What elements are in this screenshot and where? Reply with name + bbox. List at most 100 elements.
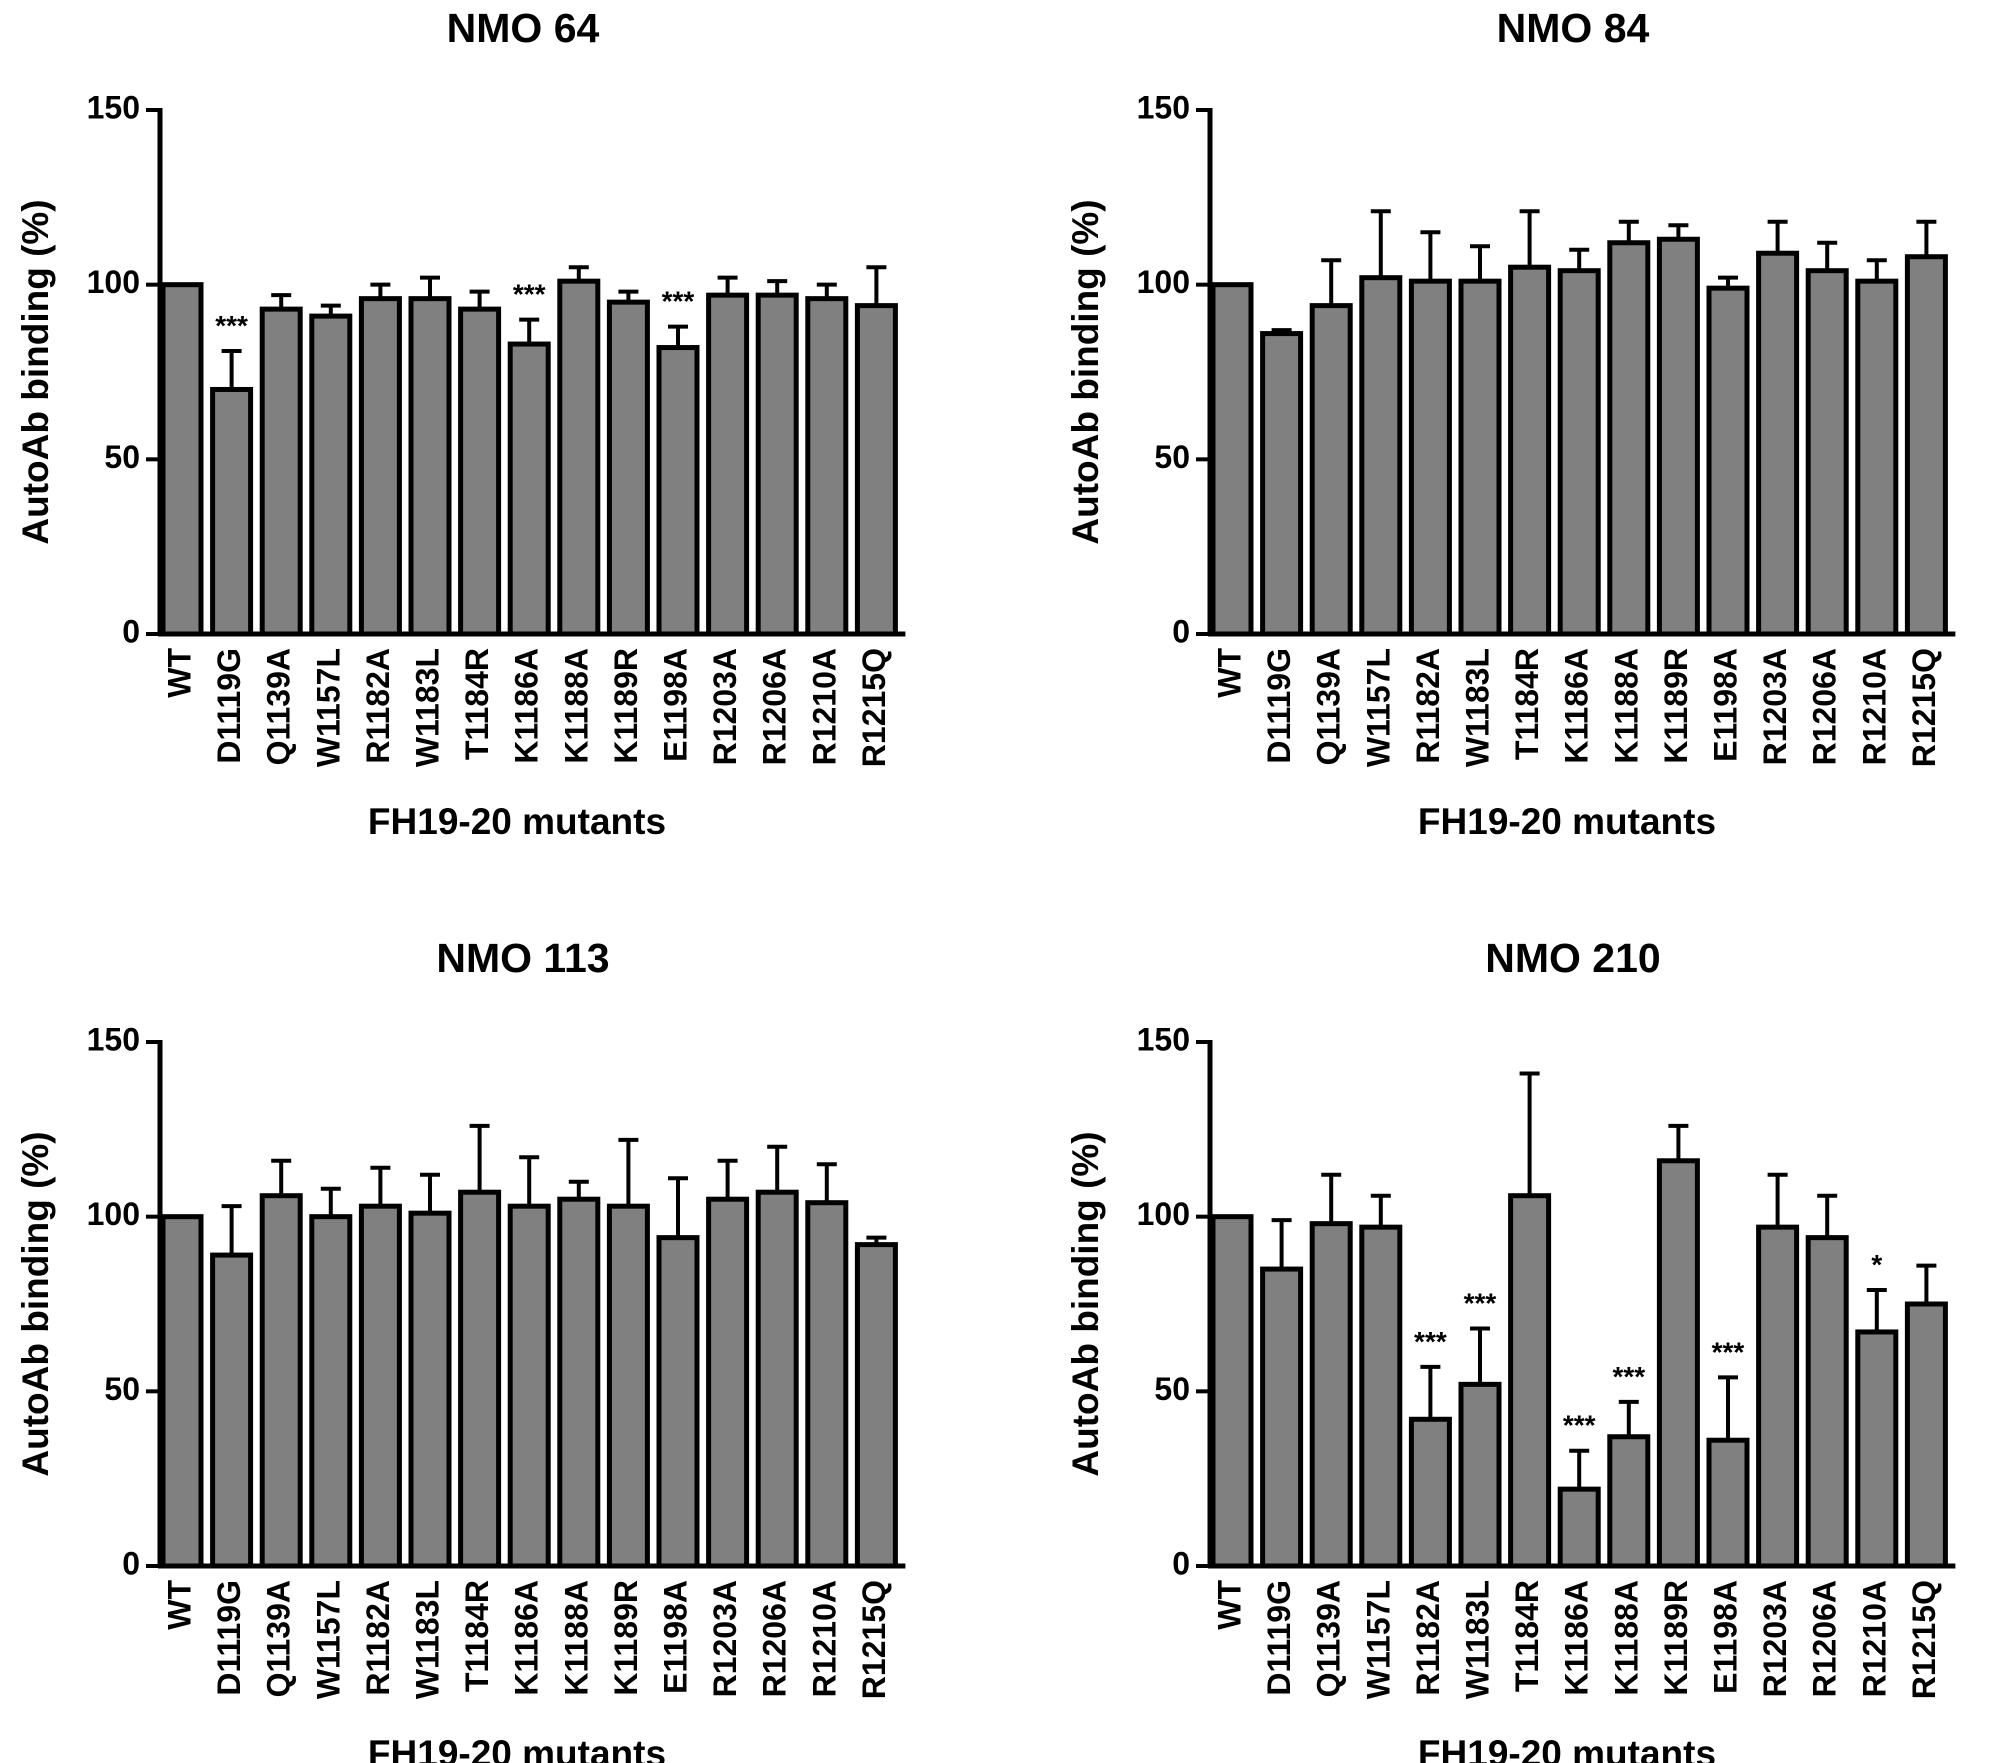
bar-E1198A — [656, 1235, 700, 1569]
bar-K1188A — [557, 1196, 601, 1569]
x-tick-label: T1184R — [459, 648, 495, 760]
y-tick-label: 0 — [1172, 613, 1190, 649]
y-tick-label: 100 — [1137, 1196, 1190, 1232]
bar-W1157L — [1359, 1224, 1403, 1569]
bar-R1203A — [1756, 1224, 1800, 1569]
bar-W1183L — [408, 1210, 452, 1569]
x-tick-label: K1188A — [1608, 1580, 1644, 1696]
x-tick-label: W1157L — [310, 1580, 346, 1699]
y-tick-label: 150 — [87, 89, 140, 125]
bar-D1119G — [1260, 1266, 1304, 1569]
chart-title: NMO 64 — [447, 5, 600, 51]
significance-label: *** — [215, 310, 248, 341]
x-tick-label: WT — [161, 1580, 197, 1630]
x-tick-label: WT — [1211, 1580, 1247, 1630]
x-tick-label: R1206A — [1807, 648, 1843, 765]
x-tick-label: R1215Q — [1906, 648, 1942, 767]
bar-K1189R — [1656, 1158, 1700, 1569]
chart-title: NMO 210 — [1485, 935, 1660, 981]
x-tick-label: K1188A — [1608, 648, 1644, 764]
bar-W1183L — [408, 296, 452, 637]
x-tick-label: W1157L — [310, 648, 346, 767]
bar-R1203A — [706, 1196, 750, 1569]
bar-R1206A — [1805, 1235, 1849, 1569]
x-tick-label: T1184R — [1509, 1580, 1545, 1692]
bar-W1157L — [309, 1214, 353, 1569]
significance-label: *** — [1612, 1361, 1645, 1392]
x-tick-label: W1183L — [1459, 648, 1495, 767]
significance-label: *** — [1712, 1336, 1745, 1367]
x-tick-label: R1206A — [757, 1580, 793, 1697]
x-tick-label: K1186A — [1559, 648, 1595, 764]
bar-K1189R — [606, 1203, 650, 1569]
x-tick-label: K1186A — [509, 648, 545, 764]
bar-D1119G — [1260, 331, 1304, 637]
bar-R1210A — [1855, 1329, 1899, 1569]
bar-R1215Q — [854, 303, 898, 637]
bar-K1188A — [1607, 240, 1651, 637]
bar-WT — [1210, 282, 1254, 637]
x-tick-label: R1215Q — [856, 1580, 892, 1699]
x-tick-label: W1157L — [1360, 1580, 1396, 1699]
bar-E1198A — [656, 345, 700, 637]
x-tick-label: E1198A — [657, 648, 693, 762]
y-tick-label: 100 — [1137, 264, 1190, 300]
bar-K1186A — [507, 1203, 551, 1569]
x-tick-label: R1182A — [1410, 648, 1446, 764]
bar-W1157L — [309, 313, 353, 637]
y-axis-label: AutoAb binding (%) — [1065, 1131, 1106, 1476]
bar-R1215Q — [1904, 1301, 1948, 1569]
x-tick-label: Q1139A — [261, 648, 297, 765]
significance-label: *** — [1414, 1326, 1447, 1357]
bar-D1119G — [210, 386, 254, 637]
bar-R1182A — [1408, 1416, 1452, 1569]
x-axis-label: FH19-20 mutants — [1418, 801, 1716, 842]
x-tick-label: R1210A — [1856, 1580, 1892, 1697]
bar-R1203A — [706, 292, 750, 637]
bar-D1119G — [210, 1252, 254, 1569]
x-tick-label: K1186A — [509, 1580, 545, 1696]
bar-R1182A — [358, 1203, 402, 1569]
x-tick-label: D1119G — [211, 1580, 247, 1696]
x-tick-label: W1183L — [409, 1580, 445, 1699]
x-axis-label: FH19-20 mutants — [1418, 1733, 1716, 1763]
y-tick-label: 100 — [87, 264, 140, 300]
significance-label: *** — [1464, 1287, 1497, 1318]
bar-K1188A — [1607, 1434, 1651, 1569]
bar-R1206A — [755, 1189, 799, 1569]
bar-WT — [160, 282, 204, 637]
significance-label: *** — [1563, 1410, 1596, 1441]
x-tick-label: K1186A — [1559, 1580, 1595, 1696]
bar-Q1139A — [1309, 1221, 1353, 1569]
x-tick-label: W1183L — [1459, 1580, 1495, 1699]
y-tick-label: 150 — [1137, 1021, 1190, 1057]
chart-panel-4: NMO 210 AutoAb binding (%) WT D1119G Q1139A W… — [1065, 935, 1956, 1763]
bar-K1189R — [1656, 236, 1700, 637]
significance-label: *** — [662, 286, 695, 317]
x-tick-label: K1188A — [558, 1580, 594, 1696]
bar-R1182A — [1408, 278, 1452, 637]
x-tick-label: Q1139A — [1311, 648, 1347, 765]
y-tick-label: 50 — [1154, 439, 1190, 475]
x-tick-label: K1189R — [1658, 1580, 1694, 1696]
y-axis-label: AutoAb binding (%) — [15, 199, 56, 544]
x-tick-label: W1157L — [1360, 648, 1396, 767]
bar-T1184R — [458, 1189, 502, 1569]
x-tick-label: E1198A — [657, 1580, 693, 1694]
bar-WT — [160, 1214, 204, 1569]
bar-R1206A — [755, 292, 799, 637]
y-tick-label: 50 — [104, 439, 140, 475]
x-tick-label: R1215Q — [1906, 1580, 1942, 1699]
x-tick-label: T1184R — [1509, 648, 1545, 760]
bar-R1203A — [1756, 250, 1800, 637]
x-tick-label: D1119G — [211, 648, 247, 764]
x-tick-label: R1210A — [806, 1580, 842, 1697]
bar-W1157L — [1359, 275, 1403, 637]
x-tick-label: R1206A — [1807, 1580, 1843, 1697]
x-tick-label: R1210A — [806, 648, 842, 765]
x-tick-label: E1198A — [1707, 1580, 1743, 1694]
chart-panel-3: NMO 113 AutoAb binding (%) WT D1119G Q1139A W… — [15, 935, 906, 1763]
x-tick-label: T1184R — [459, 1580, 495, 1692]
bar-R1210A — [805, 1200, 849, 1569]
bar-K1186A — [1557, 1486, 1601, 1569]
